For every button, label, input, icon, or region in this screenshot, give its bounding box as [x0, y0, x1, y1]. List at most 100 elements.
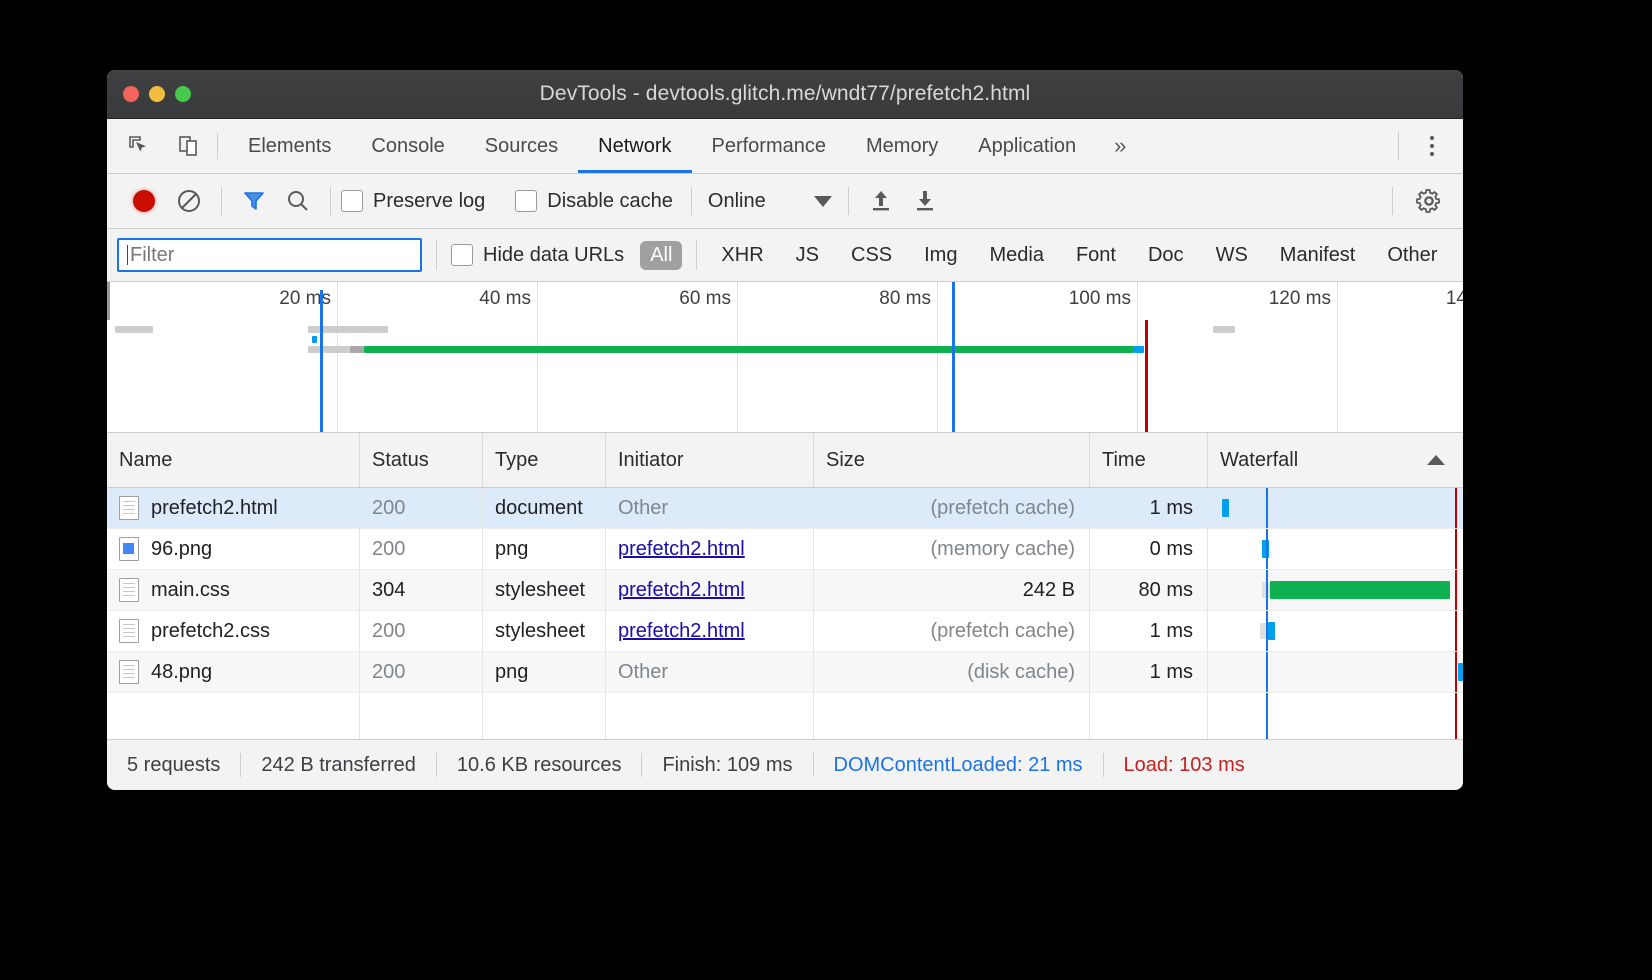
cell-size: (prefetch cache) [814, 488, 1090, 528]
initiator-link[interactable]: prefetch2.html [618, 537, 745, 560]
table-row[interactable]: prefetch2.html 200 document Other (prefe… [107, 488, 1463, 529]
overview-tick: 100 ms [937, 282, 1138, 432]
type-filter-js[interactable]: JS [795, 243, 819, 266]
cell-status: 200 [360, 488, 483, 528]
import-har-icon[interactable] [859, 184, 903, 218]
tab-application[interactable]: Application [958, 119, 1096, 173]
tab-memory[interactable]: Memory [846, 119, 958, 173]
overview-left-handle[interactable] [107, 282, 110, 320]
cell-initiator: Other [606, 652, 814, 692]
tab-console[interactable]: Console [351, 119, 464, 173]
zoom-window-button[interactable] [175, 86, 191, 102]
waterfall-bar [1262, 540, 1269, 558]
more-tabs-icon[interactable]: » [1114, 133, 1127, 158]
window-titlebar: DevTools - devtools.glitch.me/wndt77/pre… [107, 70, 1463, 119]
waterfall-bar [1268, 622, 1275, 640]
tab-network[interactable]: Network [578, 119, 692, 173]
column-header-initiator[interactable]: Initiator [606, 433, 814, 487]
waterfall-bar [1222, 499, 1229, 517]
waterfall-dcl-line [1266, 693, 1268, 767]
type-filter-css[interactable]: CSS [851, 243, 893, 266]
minimize-window-button[interactable] [149, 86, 165, 102]
record-button-icon[interactable] [121, 184, 167, 218]
type-filter-manifest[interactable]: Manifest [1279, 243, 1356, 266]
tab-label: Memory [866, 134, 939, 157]
initiator-link[interactable]: prefetch2.html [618, 619, 745, 642]
toolbar-divider-3 [690, 187, 692, 215]
dom-content-loaded-time: DOMContentLoaded: 21 ms [833, 753, 1083, 776]
disable-cache-box[interactable] [515, 190, 538, 212]
type-filter-all[interactable]: All [640, 240, 683, 270]
close-window-button[interactable] [123, 86, 139, 102]
type-filter-font[interactable]: Font [1075, 243, 1116, 266]
network-status-bar: 5 requests 242 B transferred 10.6 KB res… [107, 739, 1463, 790]
column-header-time[interactable]: Time [1090, 433, 1208, 487]
cell-initiator: prefetch2.html [606, 570, 814, 610]
type-filter-media[interactable]: Media [989, 243, 1044, 266]
hide-data-urls-checkbox[interactable]: Hide data URLs [451, 244, 624, 267]
resources-size: 10.6 KB resources [456, 753, 622, 776]
tab-performance[interactable]: Performance [692, 119, 847, 173]
column-header-name[interactable]: Name [107, 433, 360, 487]
cell-status: 200 [360, 611, 483, 651]
toolbar-divider-1 [221, 187, 222, 215]
table-row[interactable]: prefetch2.css 200 stylesheet prefetch2.h… [107, 611, 1463, 652]
export-har-icon[interactable] [903, 184, 947, 218]
network-overview[interactable]: 20 ms 40 ms 60 ms 80 ms 100 ms 120 ms 14 [107, 282, 1463, 433]
toolbar-divider-4 [847, 187, 849, 215]
footer-divider [641, 753, 643, 777]
tab-elements[interactable]: Elements [228, 119, 351, 173]
type-filter-ws[interactable]: WS [1215, 243, 1248, 266]
hide-data-urls-box[interactable] [451, 244, 473, 266]
cell-waterfall [1208, 652, 1463, 692]
type-filter-img[interactable]: Img [924, 243, 958, 266]
cell-status: 304 [360, 570, 483, 610]
waterfall-load-line [1455, 652, 1457, 692]
text-caret [127, 245, 128, 265]
waterfall-load-line [1455, 488, 1457, 528]
type-filter-other[interactable]: Other [1387, 243, 1438, 266]
empty-cell [606, 693, 814, 767]
waterfall-dcl-line [1266, 529, 1268, 569]
column-header-status[interactable]: Status [360, 433, 483, 487]
network-filter-bar: Filter Hide data URLs All XHR JS CSS Img… [107, 229, 1463, 282]
request-name: main.css [151, 578, 230, 601]
inspect-element-icon[interactable] [121, 131, 157, 161]
column-header-type[interactable]: Type [483, 433, 606, 487]
footer-divider [240, 753, 242, 777]
cell-size: (disk cache) [814, 652, 1090, 692]
table-row[interactable]: 48.png 200 png Other (disk cache) 1 ms [107, 652, 1463, 693]
request-name: prefetch2.html [151, 496, 278, 519]
cell-time: 80 ms [1090, 570, 1208, 610]
type-filter-doc[interactable]: Doc [1147, 243, 1184, 266]
column-header-size[interactable]: Size [814, 433, 1090, 487]
tick-label: 80 ms [879, 288, 931, 309]
device-toolbar-icon[interactable] [171, 131, 207, 161]
table-row[interactable]: 96.png 200 png prefetch2.html (memory ca… [107, 529, 1463, 570]
kebab-menu-icon[interactable] [1415, 136, 1449, 156]
cell-size: 242 B [814, 570, 1090, 610]
filter-funnel-icon[interactable] [232, 184, 276, 218]
preserve-log-box[interactable] [341, 190, 363, 212]
initiator-link[interactable]: prefetch2.html [618, 578, 745, 601]
chevron-down-icon [813, 195, 832, 207]
cell-status: 200 [360, 529, 483, 569]
throttling-dropdown[interactable]: Online [702, 190, 838, 213]
tab-sources[interactable]: Sources [465, 119, 578, 173]
column-header-waterfall[interactable]: Waterfall [1208, 433, 1463, 487]
search-icon[interactable] [276, 184, 320, 218]
tab-label: Elements [248, 134, 332, 157]
table-row[interactable]: main.css 304 stylesheet prefetch2.html 2… [107, 570, 1463, 611]
filter-input[interactable]: Filter [117, 238, 422, 272]
cell-time: 0 ms [1090, 529, 1208, 569]
dom-content-loaded-marker-2 [952, 282, 955, 432]
toolbar-divider-5 [1392, 187, 1393, 215]
gear-icon[interactable] [1407, 184, 1451, 218]
tick-label: 20 ms [279, 288, 331, 309]
type-filter-xhr[interactable]: XHR [721, 243, 764, 266]
empty-cell [1208, 693, 1463, 767]
empty-cell [360, 693, 483, 767]
preserve-log-checkbox[interactable]: Preserve log [341, 190, 485, 213]
disable-cache-checkbox[interactable]: Disable cache [515, 190, 673, 213]
clear-button-icon[interactable] [167, 184, 211, 218]
